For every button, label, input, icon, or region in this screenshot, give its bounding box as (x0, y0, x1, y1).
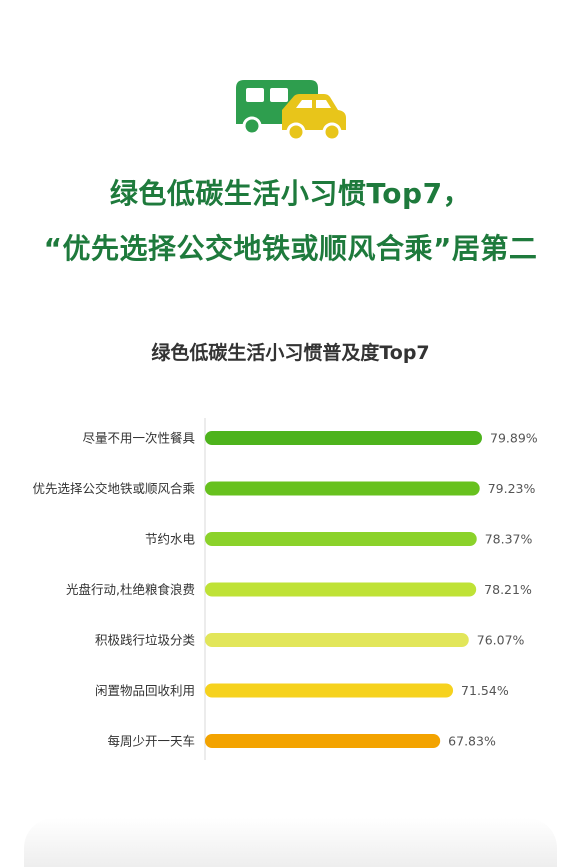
bar (205, 582, 477, 597)
category-label: 每周少开一天车 (107, 734, 195, 749)
value-label: 78.37% (485, 532, 533, 547)
bar (205, 633, 469, 647)
bottom-card-edge (24, 818, 557, 867)
value-label: 79.89% (490, 431, 538, 446)
category-label: 节约水电 (145, 532, 196, 547)
bar-chart: 尽量不用一次性餐具 79.89% 优先选择公交地铁或顺风合乘 79.23% 节约水电 78… (32, 418, 538, 760)
category-label: 积极践行垃圾分类 (95, 633, 196, 648)
value-label: 76.07% (477, 633, 525, 648)
value-label: 79.23% (488, 481, 536, 496)
bar (205, 431, 482, 445)
value-label: 71.54% (461, 683, 509, 698)
category-label: 尽量不用一次性餐具 (82, 431, 195, 446)
category-label: 光盘行动,杜绝粮食浪费 (66, 582, 195, 597)
bar (205, 734, 441, 748)
headline-line-2: “优先选择公交地铁或顺风合乘”居第二 (43, 232, 538, 265)
bar (205, 481, 480, 496)
value-label: 78.21% (484, 582, 532, 597)
bar (205, 532, 477, 546)
headline-line-1: 绿色低碳生活小习惯Top7， (109, 177, 472, 210)
rv-and-car-icon (236, 80, 346, 142)
value-label: 67.83% (448, 734, 496, 749)
chart-title: 绿色低碳生活小习惯普及度Top7 (151, 342, 430, 364)
category-label: 闲置物品回收利用 (95, 683, 195, 698)
bar (205, 683, 454, 698)
category-label: 优先选择公交地铁或顺风合乘 (32, 481, 195, 496)
